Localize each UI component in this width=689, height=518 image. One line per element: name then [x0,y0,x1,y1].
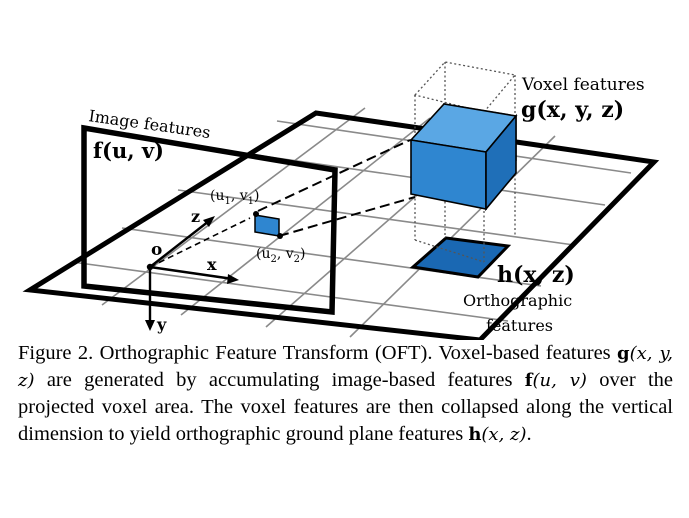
image-plane [81,124,338,316]
orthographic-cell [409,236,512,279]
ground-plane [22,110,660,340]
projected-voxel-area [254,214,280,237]
orthographic-title-2: features [486,316,553,335]
x-arrowhead-icon [227,274,239,284]
z-arrowhead-icon [203,216,215,227]
uv2-label: (u2, v2) [256,246,306,265]
origin-point [146,263,154,271]
figure-caption: Figure 2. Orthographic Feature Transform… [18,342,673,445]
origin-label: o [151,240,162,260]
uv1-label: (u1, v1) [210,188,260,207]
axis-y-label: y [156,315,167,334]
point-uv2 [277,233,283,239]
y-arrowhead-icon [145,320,155,331]
camera-axes [148,217,251,323]
axis-z-label: z [191,207,200,226]
point-uv1 [253,211,259,217]
voxel-cube [409,103,518,212]
orthographic-title-1: Orthographic [463,291,572,310]
orthographic-func: h(x, z) [497,262,575,288]
voxel-features-title: Voxel features [521,75,645,95]
voxel-features-func: g(x, y, z) [521,97,624,123]
image-features-func: f(u, v) [93,138,164,163]
oft-figure: Voxel features g(x, y, z) Image features… [22,61,660,340]
axis-x-label: x [207,255,217,274]
